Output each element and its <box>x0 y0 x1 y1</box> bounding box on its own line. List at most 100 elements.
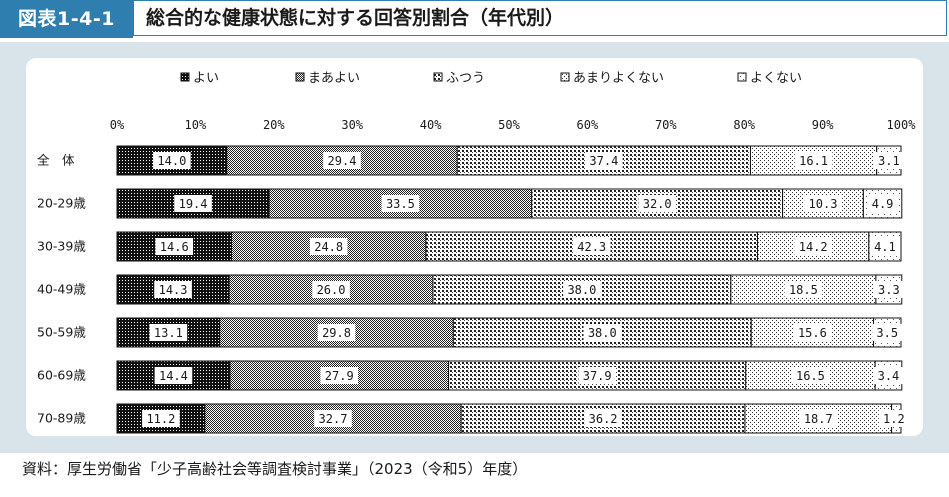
legend-swatch <box>180 72 190 82</box>
legend-label: よい <box>193 71 219 86</box>
data-label-box <box>583 324 622 341</box>
data-label-box <box>578 367 616 384</box>
chart-title: 総合的な健康状態に対する回答別割合（年代別） <box>146 7 565 29</box>
data-label: 3.3 <box>873 281 904 298</box>
x-tick-label: 40% <box>420 118 442 132</box>
legend-item: よくない <box>737 71 802 86</box>
data-label-box <box>584 410 622 427</box>
data-label: 16.5 <box>791 367 830 384</box>
bar-row: 14.3 26.0 38.0 18.5 3.3 <box>116 274 904 305</box>
data-label-box <box>320 367 359 384</box>
x-tick-label: 80% <box>733 118 755 132</box>
chart-panel: よい まあよい ふつう あまりよくない よくない 0% 10% 20% 30% 40% 50% 60… <box>0 42 949 453</box>
category-label: 30-39歳 <box>37 239 86 254</box>
data-label-box <box>804 195 842 212</box>
data-label-text: 14.2 <box>799 240 828 254</box>
title-box: 総合的な健康状態に対する回答別割合（年代別） <box>133 0 947 36</box>
category-label: 20-29歳 <box>37 196 86 211</box>
data-label: 14.4 <box>154 367 193 384</box>
data-label-text: 19.4 <box>179 197 208 211</box>
data-label: 4.1 <box>869 238 901 255</box>
data-label-box <box>381 195 420 212</box>
data-label-text: 10.3 <box>809 197 838 211</box>
legend-item: まあよい <box>295 71 360 86</box>
data-label-box <box>153 152 191 169</box>
data-label-text: 32.0 <box>643 197 672 211</box>
data-label-box <box>794 152 833 169</box>
legend-item: よい <box>180 71 219 86</box>
data-label: 14.6 <box>155 238 194 255</box>
legend-label: まあよい <box>308 71 360 86</box>
data-label: 3.4 <box>873 367 904 384</box>
data-label-text: 11.2 <box>146 412 175 426</box>
data-label-text: 38.0 <box>567 283 596 297</box>
data-label-box <box>799 410 838 427</box>
data-label-text: 14.0 <box>157 154 186 168</box>
legend-swatch <box>737 72 747 82</box>
legend-swatch <box>295 72 305 82</box>
data-label-text: 24.8 <box>314 240 343 254</box>
x-tick-label: 70% <box>655 118 677 132</box>
category-label: 60-69歳 <box>37 368 86 383</box>
data-label-text: 16.1 <box>799 154 828 168</box>
data-label-box <box>585 152 623 169</box>
bar-row: 13.1 29.8 38.0 15.6 3.5 <box>116 317 903 348</box>
x-tick-label: 10% <box>185 118 207 132</box>
data-label-box <box>174 195 212 212</box>
data-label-text: 27.9 <box>325 369 354 383</box>
data-label: 16.1 <box>794 152 833 169</box>
category-label: 全 体 <box>37 153 75 168</box>
figure-label: 図表1-4-1 <box>0 0 133 38</box>
data-label: 32.0 <box>638 195 676 212</box>
data-label-box <box>873 281 904 298</box>
data-label-box <box>317 324 356 341</box>
data-label-box <box>638 195 676 212</box>
x-tick-label: 30% <box>341 118 363 132</box>
data-label-text: 38.0 <box>588 326 617 340</box>
data-label-text: 1.2 <box>883 412 905 426</box>
data-label-text: 42.3 <box>577 240 606 254</box>
data-label: 37.9 <box>578 367 616 384</box>
data-label-text: 3.3 <box>878 283 900 297</box>
data-label-box <box>784 281 823 298</box>
data-label-box <box>155 238 194 255</box>
legend-item: あまりよくない <box>560 71 664 86</box>
legend-swatch <box>560 72 570 82</box>
data-label-box <box>314 410 352 427</box>
data-label: 42.3 <box>572 238 611 255</box>
data-label: 19.4 <box>174 195 212 212</box>
data-label: 37.4 <box>585 152 623 169</box>
data-label-text: 3.4 <box>878 369 900 383</box>
chart-area: よい まあよい ふつう あまりよくない よくない 0% 10% 20% 30% 40% 50% 60… <box>26 58 923 436</box>
x-tick-label: 60% <box>577 118 599 132</box>
bar-row: 11.2 32.7 36.2 18.7 1.2 <box>116 403 909 434</box>
x-tick-label: 0% <box>110 118 125 132</box>
data-label: 33.5 <box>381 195 420 212</box>
data-label: 38.0 <box>563 281 601 298</box>
data-label: 3.5 <box>872 324 903 341</box>
data-label-box <box>309 238 348 255</box>
x-tick-label: 90% <box>812 118 834 132</box>
data-label: 3.1 <box>873 152 904 169</box>
data-label: 38.0 <box>583 324 622 341</box>
bar-row: 14.0 29.4 37.4 16.1 3.1 <box>116 145 904 176</box>
data-label-text: 29.8 <box>322 326 351 340</box>
legend-item: ふつう <box>433 71 485 86</box>
data-label: 18.5 <box>784 281 823 298</box>
source-note: 資料：厚生労働省「少子高齢社会等調査検討事業」（2023（令和5）年度） <box>22 460 528 478</box>
data-label-box <box>793 324 832 341</box>
data-label-text: 14.6 <box>160 240 189 254</box>
data-label: 10.3 <box>804 195 842 212</box>
legend-label: ふつう <box>446 71 485 86</box>
data-label: 13.1 <box>149 324 188 341</box>
x-tick-label: 100% <box>887 118 917 132</box>
data-label-text: 13.1 <box>154 326 183 340</box>
data-label-text: 32.7 <box>319 412 348 426</box>
y-axis-categories: 全 体 20-29歳 30-39歳 40-49歳 50-59歳 60-69歳 70-89歳 <box>37 153 86 426</box>
bar-segment <box>230 231 427 262</box>
data-label-text: 3.5 <box>876 326 898 340</box>
data-label: 27.9 <box>320 367 359 384</box>
legend: よい まあよい ふつう あまりよくない よくない <box>180 71 802 86</box>
data-label: 18.7 <box>799 410 838 427</box>
